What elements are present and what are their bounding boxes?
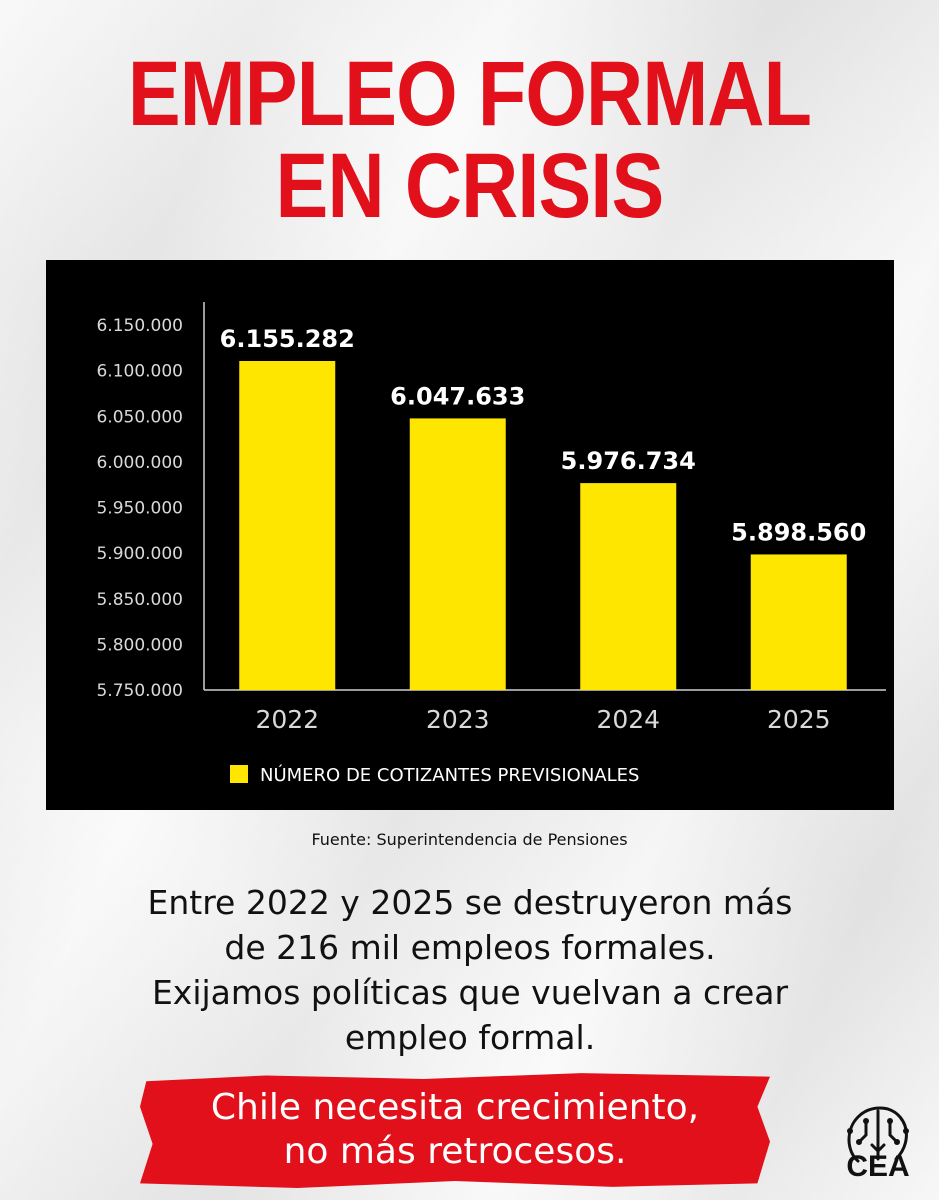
y-tick-label: 5.950.000 [96, 499, 183, 519]
y-tick-label: 5.900.000 [96, 544, 183, 564]
y-tick-label: 6.100.000 [96, 362, 183, 382]
title-line-1: EMPLEO FORMAL [127, 43, 812, 145]
x-tick-label: 2024 [596, 705, 660, 734]
message-text: Entre 2022 y 2025 se destruyeron más de … [70, 880, 870, 1060]
y-tick-label: 5.850.000 [96, 590, 183, 610]
x-tick-label: 2023 [426, 705, 490, 734]
bar [409, 418, 506, 690]
legend-label: NÚMERO DE COTIZANTES PREVISIONALES [260, 764, 639, 786]
bar-value-label: 5.976.734 [561, 447, 696, 475]
y-tick-label: 6.150.000 [96, 316, 183, 336]
bar-value-label: 6.047.633 [390, 382, 525, 410]
y-tick-label: 5.800.000 [96, 635, 183, 655]
message-line-1: Entre 2022 y 2025 se destruyeron más [147, 883, 793, 922]
bar-value-label: 6.155.282 [220, 325, 355, 353]
x-tick-label: 2022 [255, 705, 319, 734]
x-tick-label: 2025 [767, 705, 831, 734]
banner-line-1: Chile necesita crecimiento, [210, 1087, 700, 1128]
bar [580, 483, 677, 690]
bar [750, 554, 847, 690]
red-banner [140, 1073, 770, 1188]
y-tick-label: 6.050.000 [96, 407, 183, 427]
y-tick-label: 5.750.000 [96, 681, 183, 701]
message-line-4: empleo formal. [344, 1018, 596, 1057]
y-tick-label: 6.000.000 [96, 453, 183, 473]
message-line-3: Exijamos políticas que vuelvan a crear [151, 973, 789, 1012]
bar-value-label: 5.898.560 [731, 518, 866, 546]
banner-text: Chile necesita crecimiento, no más retro… [140, 1086, 770, 1174]
message-line-2: de 216 mil empleos formales. [224, 928, 716, 967]
legend-swatch [230, 765, 248, 783]
banner-line-2: no más retrocesos. [283, 1131, 627, 1172]
logo-text: CEA [846, 1150, 910, 1183]
head-circuit-icon [847, 1106, 909, 1163]
title-line-2: EN CRISIS [275, 135, 665, 237]
bar-chart: 6.150.000 6.100.000 6.050.000 6.000.000 5.95… [96, 302, 886, 786]
page-title: EMPLEO FORMAL EN CRISIS [66, 48, 874, 232]
source-note: Fuente: Superintendencia de Pensiones [311, 830, 628, 849]
chart-panel: 6.150.000 6.100.000 6.050.000 6.000.000 5.95… [46, 260, 894, 810]
bar [239, 361, 336, 690]
